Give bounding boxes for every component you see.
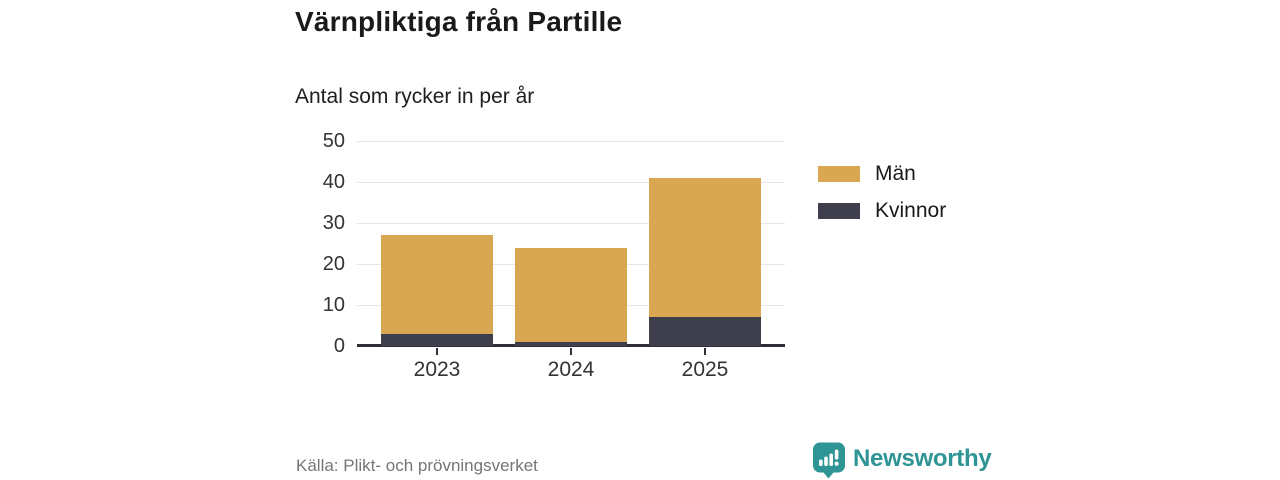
plot-area: 0 10 20 30 40 50 2023 2024 2025 — [323, 130, 785, 381]
bar-segment-män-2024 — [515, 247, 627, 342]
legend-swatch — [818, 166, 860, 182]
y-tick-label: 10 — [322, 294, 345, 316]
y-tick-label: 40 — [322, 171, 345, 193]
grid-line — [357, 141, 785, 142]
legend-item-kvinnor: Kvinnor — [818, 199, 946, 223]
y-tick-label: 20 — [322, 253, 345, 275]
y-tick-label: 0 — [333, 335, 345, 357]
newsworthy-wordmark: Newsworthy — [853, 445, 992, 472]
bar-segment-kvinnor-2023 — [381, 333, 493, 346]
bar-segment-män-2023 — [381, 235, 493, 334]
x-tick — [704, 348, 706, 355]
grid-line — [357, 182, 785, 183]
newsworthy-logo: Newsworthy — [812, 442, 992, 479]
x-tick-label: 2024 — [547, 358, 595, 381]
x-tick — [570, 348, 572, 355]
legend-label: Män — [875, 162, 916, 185]
bar-segment-kvinnor-2024 — [515, 341, 627, 346]
legend: Män Kvinnor — [818, 162, 946, 223]
legend-swatch — [818, 203, 860, 219]
chart-title: Värnpliktiga från Partille — [295, 6, 623, 37]
bar-segment-män-2025 — [649, 177, 761, 318]
source-note: Källa: Plikt- och prövningsverket — [296, 456, 538, 475]
chart-subtitle: Antal som rycker in per år — [295, 85, 535, 108]
y-tick-label: 30 — [322, 212, 345, 234]
bar-segment-kvinnor-2025 — [649, 317, 761, 346]
x-tick-label: 2023 — [413, 358, 461, 381]
newsworthy-bar-chart-bubble-icon — [813, 442, 845, 479]
x-tick-label: 2025 — [681, 358, 729, 381]
x-tick — [436, 348, 438, 355]
legend-label: Kvinnor — [875, 199, 947, 222]
legend-item-män: Män — [818, 162, 946, 186]
y-tick-label: 50 — [322, 130, 345, 152]
grid-line — [357, 223, 785, 224]
